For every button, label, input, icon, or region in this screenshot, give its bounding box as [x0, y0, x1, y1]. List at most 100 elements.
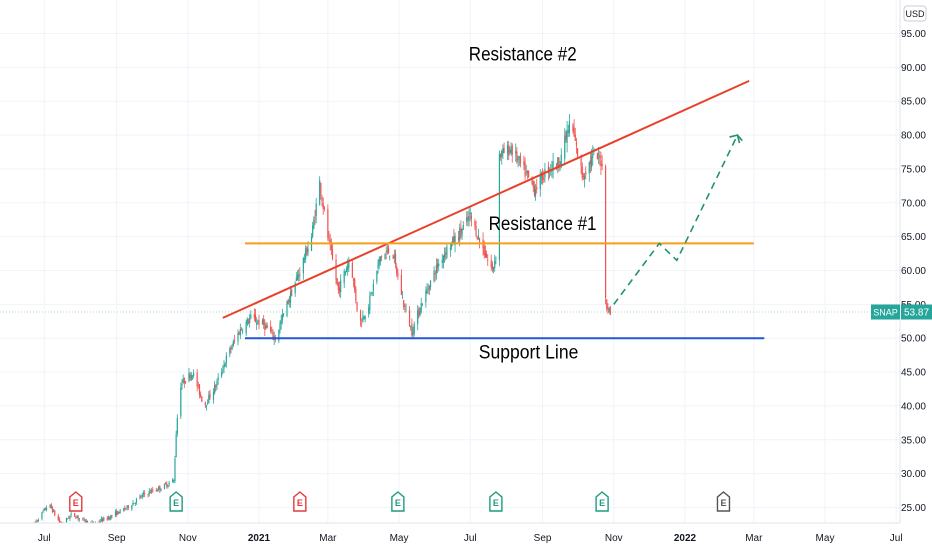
candle-body	[446, 246, 448, 258]
earnings-marker-label: E	[173, 498, 179, 508]
candle-body	[343, 271, 345, 284]
time-tick-label: 2021	[248, 533, 271, 544]
candle-body	[429, 280, 432, 288]
candle-body	[572, 125, 574, 132]
candle-body	[100, 518, 103, 522]
candle-body	[74, 513, 76, 517]
candle-body	[37, 520, 40, 521]
candle-body	[319, 180, 321, 206]
last-price-label: 53.87	[904, 308, 929, 319]
candle-body	[188, 372, 190, 381]
candle-body	[147, 494, 149, 496]
time-tick-label: Jul	[464, 533, 477, 544]
candle-body	[282, 313, 285, 316]
candle-body	[295, 277, 297, 282]
candle-body	[352, 279, 355, 281]
candle-body	[46, 508, 48, 510]
earnings-marker[interactable]: E	[293, 491, 307, 512]
candle-body	[191, 375, 194, 377]
candle-body	[149, 491, 152, 493]
time-tick-label: Mar	[319, 533, 337, 544]
candle-body	[396, 266, 398, 274]
last-price-box	[901, 304, 932, 320]
candle-body	[257, 321, 259, 322]
earnings-marker-shape	[391, 491, 405, 512]
candle-body	[531, 176, 533, 185]
candle-body	[605, 166, 607, 298]
currency-badge[interactable]: USD	[903, 5, 927, 22]
candle-body	[278, 329, 280, 341]
candle-body	[323, 207, 325, 210]
annotations: Resistance #2 Resistance #1 Support Line	[469, 45, 597, 364]
price-axis[interactable]: 25.0030.0035.0040.0045.0050.0055.0060.00…	[871, 0, 932, 550]
earnings-marker-shape	[169, 491, 183, 512]
candle-body	[442, 256, 444, 263]
price-axis-bg	[900, 0, 932, 550]
candle-body	[85, 520, 87, 524]
candle-body	[378, 258, 380, 266]
candle-body	[321, 197, 323, 202]
candle-body	[582, 175, 585, 177]
price-tick-label: 75.00	[901, 164, 926, 175]
candle-body	[117, 510, 119, 515]
candle-body	[222, 369, 224, 371]
earnings-marker[interactable]: E	[69, 491, 83, 512]
earnings-marker[interactable]: E	[595, 491, 609, 512]
time-tick-label: May	[390, 533, 409, 544]
earnings-marker-shape	[293, 491, 307, 512]
candle-body	[98, 521, 100, 523]
candle-body	[376, 270, 378, 282]
candle-body	[230, 348, 232, 349]
candle-body	[221, 372, 223, 377]
candle-body	[411, 323, 413, 336]
earnings-marker[interactable]: E	[716, 491, 731, 512]
candle-body	[364, 316, 366, 320]
candle-body	[51, 507, 54, 513]
candle-body	[435, 264, 437, 274]
candle-body	[351, 263, 353, 278]
price-tick-label: 50.00	[901, 334, 926, 345]
candle-body	[99, 521, 101, 523]
time-axis-bg	[0, 523, 932, 550]
candle-body	[534, 189, 537, 197]
candle-body	[389, 255, 391, 257]
candle-body	[289, 292, 292, 303]
candle-body	[564, 135, 566, 159]
candle-body	[359, 309, 362, 321]
candle-body	[214, 385, 216, 394]
candle-body	[445, 252, 447, 255]
candle-body	[425, 290, 427, 303]
candle-body	[368, 307, 370, 314]
candle-body	[405, 309, 407, 310]
candle-body	[501, 150, 503, 158]
price-tick-label: 40.00	[901, 401, 926, 412]
candle-body	[413, 323, 415, 334]
candle-body	[345, 269, 348, 273]
earnings-marker-label: E	[73, 498, 79, 508]
candle-body	[69, 515, 71, 519]
candle-body	[271, 330, 273, 332]
candle-body	[127, 505, 129, 509]
candle-body	[299, 273, 301, 275]
candle-body	[329, 239, 331, 244]
candle-body	[54, 510, 56, 516]
candle-body	[421, 304, 423, 306]
earnings-marker[interactable]: E	[489, 491, 503, 512]
candle-body	[231, 346, 233, 349]
time-axis[interactable]: Jul Sep Nov 2021 Mar May Jul Sep Nov 2022 Mar May Ju…	[0, 522, 932, 550]
candle-body	[533, 185, 536, 196]
candle-body	[173, 479, 175, 482]
candle-body	[419, 311, 421, 316]
candle-body	[436, 263, 439, 268]
earnings-marker[interactable]: E	[169, 491, 183, 512]
earnings-marker[interactable]: E	[391, 491, 405, 512]
candle-body	[608, 308, 610, 312]
candle-body	[270, 326, 272, 332]
candle-body	[590, 156, 593, 168]
candle-body	[58, 519, 61, 523]
candle-body	[502, 148, 504, 154]
candle-body	[320, 183, 322, 196]
candle-body	[539, 174, 541, 190]
